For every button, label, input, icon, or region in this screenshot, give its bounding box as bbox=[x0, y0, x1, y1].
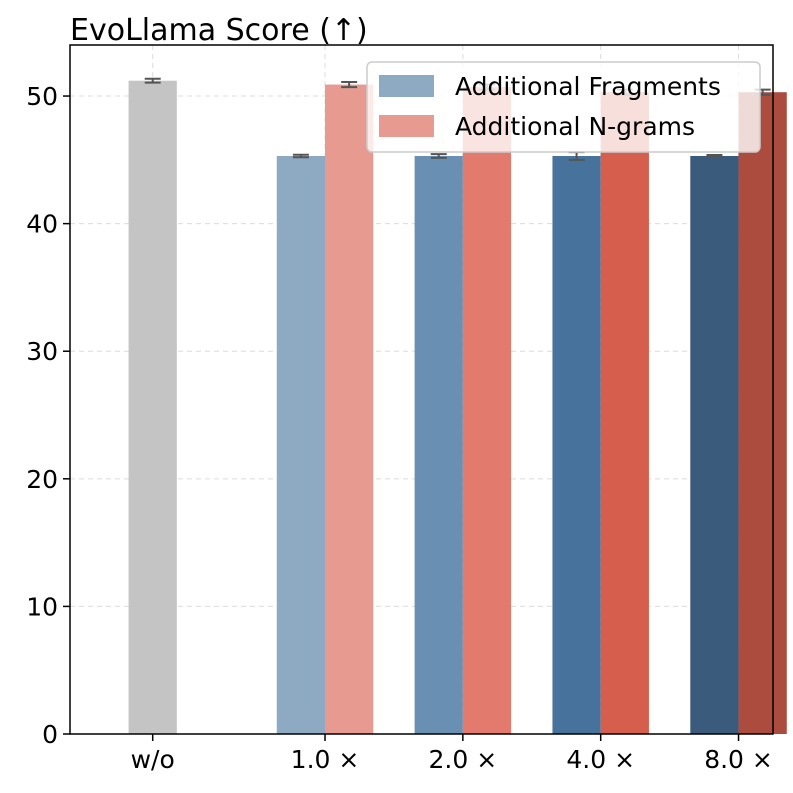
bar-ngrams bbox=[462, 87, 512, 735]
legend: Additional Fragments Additional N-grams bbox=[366, 61, 761, 153]
legend-swatch bbox=[379, 115, 434, 137]
x-tick-label: 1.0 × bbox=[291, 745, 360, 774]
axes: 0 10 20 30 40 50 w/o 1.0 × 2.0 × 4.0 × 8.0 × bbox=[26, 44, 774, 774]
y-tick-label: 0 bbox=[42, 720, 58, 749]
bar-fragments bbox=[414, 156, 463, 734]
bar-ngrams bbox=[738, 92, 787, 735]
x-tick-label: 4.0 × bbox=[566, 745, 635, 774]
x-tick-label: 8.0 × bbox=[704, 745, 773, 774]
legend-label: Additional Fragments bbox=[455, 72, 721, 101]
legend-label: Additional N-grams bbox=[455, 112, 695, 141]
bar-fragments bbox=[690, 156, 739, 734]
bar-fragments bbox=[552, 156, 601, 734]
chart-title: EvoLlama Score (↑) bbox=[70, 13, 368, 48]
legend-box bbox=[366, 61, 761, 153]
bar-ngrams bbox=[600, 92, 649, 735]
x-tick-label: 2.0 × bbox=[429, 745, 498, 774]
plot-frame bbox=[69, 44, 774, 735]
bars bbox=[128, 80, 787, 735]
bar-baseline bbox=[128, 80, 177, 734]
y-tick-label: 40 bbox=[26, 210, 58, 239]
bar-fragments bbox=[276, 156, 326, 734]
y-tick-label: 30 bbox=[26, 337, 58, 366]
legend-swatch bbox=[379, 75, 434, 97]
y-tick-label: 20 bbox=[26, 465, 58, 494]
y-tick-label: 50 bbox=[26, 82, 58, 111]
bar-ngrams bbox=[325, 84, 374, 734]
x-tick-label: w/o bbox=[131, 745, 175, 774]
y-tick-label: 10 bbox=[26, 592, 58, 621]
